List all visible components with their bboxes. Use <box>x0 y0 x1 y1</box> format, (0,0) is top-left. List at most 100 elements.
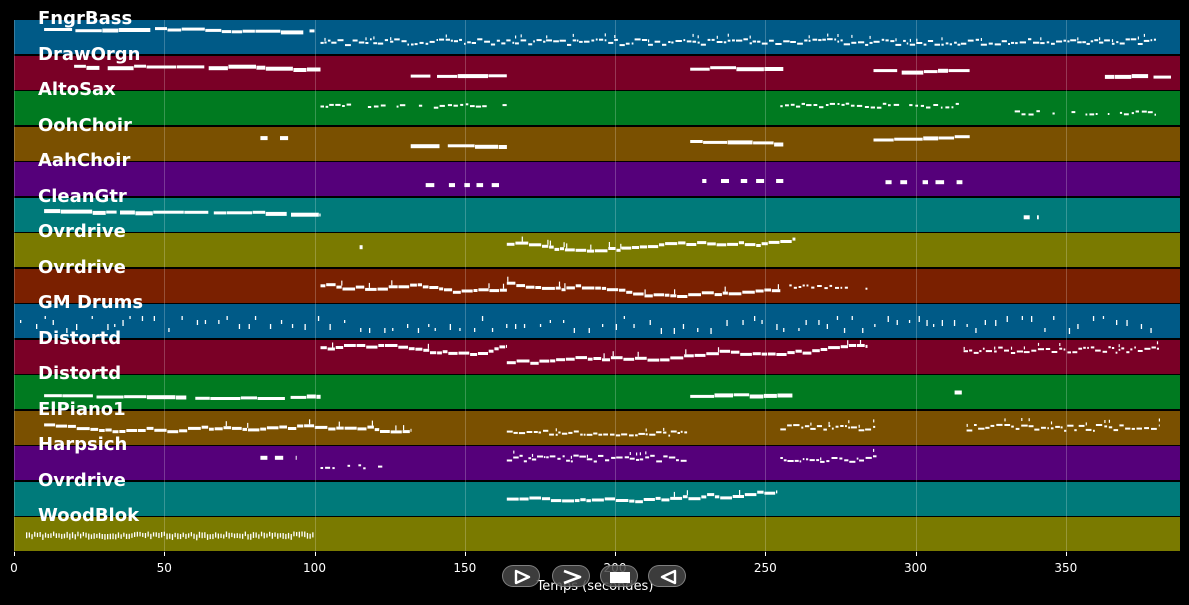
note <box>827 33 829 37</box>
note <box>554 247 560 251</box>
note <box>819 106 824 109</box>
note <box>837 40 840 43</box>
note <box>325 466 331 469</box>
track-lane: ElPiano1 <box>14 399 1180 445</box>
note <box>185 533 187 539</box>
note <box>123 532 125 537</box>
note <box>1114 74 1132 79</box>
note <box>518 431 526 434</box>
note <box>686 489 688 495</box>
note <box>279 533 282 538</box>
note <box>887 316 889 322</box>
note <box>96 395 124 399</box>
note <box>980 43 987 46</box>
track-lane: Ovrdrive <box>14 222 1180 267</box>
note <box>1021 417 1023 421</box>
note <box>635 499 643 503</box>
note <box>881 38 885 41</box>
note <box>76 324 78 330</box>
note <box>99 428 105 432</box>
play-button[interactable] <box>502 565 540 587</box>
note <box>940 106 943 109</box>
note <box>265 211 287 216</box>
note <box>716 35 718 39</box>
note <box>843 43 850 46</box>
note <box>851 316 853 320</box>
note <box>660 357 670 361</box>
note <box>320 41 324 44</box>
note <box>477 38 483 41</box>
note <box>1116 320 1118 325</box>
note <box>1006 316 1008 322</box>
note <box>1068 328 1071 334</box>
note <box>834 38 837 41</box>
note <box>1118 348 1121 351</box>
note <box>373 105 379 108</box>
note <box>565 357 575 361</box>
note <box>1001 40 1007 43</box>
note <box>120 210 135 214</box>
note <box>141 316 144 321</box>
stop-button[interactable] <box>600 565 638 587</box>
note <box>1147 111 1153 114</box>
note <box>499 344 506 348</box>
note <box>107 534 109 540</box>
note <box>612 350 614 356</box>
note <box>581 286 595 289</box>
note <box>138 428 146 432</box>
note <box>978 427 985 430</box>
note <box>606 287 619 291</box>
note <box>131 533 133 538</box>
note <box>926 320 928 326</box>
note <box>36 324 38 329</box>
note <box>445 34 447 38</box>
note <box>808 35 810 39</box>
note <box>519 497 529 500</box>
note <box>740 352 752 356</box>
note <box>260 455 268 460</box>
note <box>332 342 334 347</box>
note <box>506 344 507 348</box>
note <box>670 293 677 297</box>
note <box>840 39 843 42</box>
forward-button[interactable] <box>552 565 590 587</box>
note <box>1074 428 1077 431</box>
note <box>793 423 800 426</box>
note <box>358 464 362 467</box>
note <box>516 283 525 287</box>
note <box>136 531 138 537</box>
note <box>802 284 805 286</box>
note <box>557 457 561 460</box>
note <box>692 33 694 37</box>
note <box>1083 346 1086 349</box>
note <box>727 242 738 246</box>
note <box>665 242 678 246</box>
note <box>481 316 484 321</box>
note <box>1104 39 1110 42</box>
note <box>390 429 402 433</box>
note <box>728 291 742 295</box>
note <box>923 135 939 140</box>
note <box>865 43 869 46</box>
note <box>336 285 342 289</box>
note <box>422 284 429 288</box>
note <box>862 328 864 333</box>
note <box>427 343 429 349</box>
note <box>1108 419 1110 423</box>
note <box>661 497 670 501</box>
note <box>287 532 290 539</box>
note <box>873 418 875 422</box>
note <box>893 103 900 106</box>
back-button[interactable] <box>648 565 686 587</box>
note <box>1093 429 1095 432</box>
note <box>231 426 242 430</box>
note <box>1078 424 1085 427</box>
note <box>593 356 602 360</box>
note <box>558 431 561 433</box>
note <box>670 496 683 500</box>
note <box>895 38 897 42</box>
note <box>42 534 44 540</box>
note <box>344 426 357 430</box>
note <box>909 43 916 46</box>
note <box>297 424 304 427</box>
